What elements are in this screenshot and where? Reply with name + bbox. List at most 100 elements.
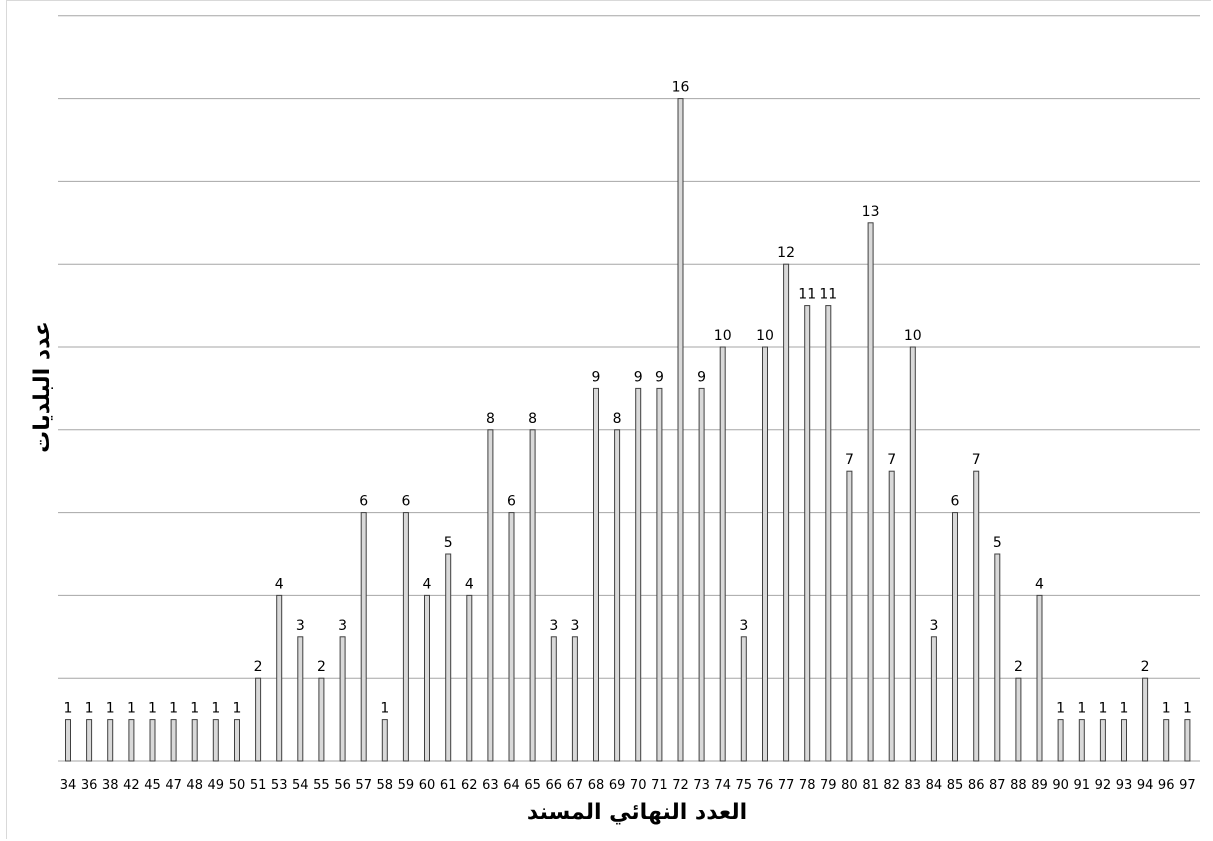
bar-89	[1036, 594, 1043, 762]
data-label-97: 1	[1183, 701, 1192, 717]
data-label-73: 9	[697, 369, 706, 385]
data-label-76: 10	[756, 328, 774, 344]
data-label-62: 4	[465, 576, 474, 592]
data-label-82: 7	[887, 452, 896, 468]
x-tick-81: 81	[862, 778, 879, 793]
bar-34	[65, 719, 71, 762]
bar-92	[1099, 719, 1106, 762]
data-label-96: 1	[1162, 701, 1171, 717]
data-label-75: 3	[739, 618, 748, 634]
data-label-38: 1	[106, 701, 115, 717]
bar-58	[381, 719, 388, 762]
data-label-58: 1	[380, 701, 389, 717]
data-label-60: 4	[423, 576, 432, 592]
x-tick-72: 72	[672, 778, 689, 793]
data-label-81: 13	[862, 204, 880, 220]
data-label-91: 1	[1077, 701, 1086, 717]
x-tick-94: 94	[1137, 778, 1154, 793]
x-tick-labels: 34 36 38 42 45 47 48 49 50 51 53 54 55 56 57 58 59 60 61 62…	[60, 778, 1196, 793]
bar-67	[571, 636, 578, 762]
x-tick-67: 67	[567, 778, 584, 793]
data-label-67: 3	[570, 618, 579, 634]
bar-75	[740, 636, 747, 762]
data-label-34: 1	[64, 701, 73, 717]
bar-76	[762, 346, 768, 762]
data-label-80: 7	[845, 452, 854, 468]
bar-68	[593, 387, 599, 762]
x-tick-36: 36	[81, 778, 98, 793]
bar-49	[212, 719, 219, 762]
x-axis-title: العدد النهائي المسند	[527, 800, 747, 825]
bar-53	[276, 594, 283, 762]
data-label-78: 11	[798, 287, 816, 303]
bar-69	[614, 429, 621, 762]
x-tick-63: 63	[482, 778, 499, 793]
data-label-77: 12	[777, 245, 795, 261]
data-label-45: 1	[148, 701, 157, 717]
data-label-92: 1	[1098, 701, 1107, 717]
data-label-57: 6	[359, 494, 368, 510]
x-tick-73: 73	[693, 778, 710, 793]
bar-57	[360, 512, 367, 762]
bar-59	[402, 512, 409, 762]
x-tick-59: 59	[398, 778, 415, 793]
x-tick-54: 54	[292, 778, 309, 793]
bar-93	[1121, 719, 1127, 762]
bar-38	[107, 719, 114, 762]
data-label-87: 5	[993, 535, 1002, 551]
bar-82	[888, 470, 895, 762]
x-tick-78: 78	[799, 778, 816, 793]
data-label-71: 9	[655, 369, 664, 385]
x-tick-56: 56	[334, 778, 351, 793]
x-tick-45: 45	[144, 778, 161, 793]
x-tick-58: 58	[377, 778, 394, 793]
x-tick-64: 64	[503, 778, 520, 793]
data-label-79: 11	[819, 287, 837, 303]
bar-73	[698, 387, 705, 762]
data-label-49: 1	[211, 701, 220, 717]
bar-71	[656, 387, 663, 762]
bar-62	[466, 594, 473, 762]
bar-61	[445, 553, 452, 762]
data-label-36: 1	[85, 701, 94, 717]
data-label-54: 3	[296, 618, 305, 634]
x-tick-80: 80	[841, 778, 858, 793]
data-label-74: 10	[714, 328, 732, 344]
bar-83	[909, 346, 916, 762]
x-tick-97: 97	[1179, 778, 1196, 793]
data-label-83: 10	[904, 328, 922, 344]
bar-80	[846, 470, 853, 762]
bar-78	[804, 305, 811, 762]
x-tick-49: 49	[208, 778, 225, 793]
data-label-66: 3	[549, 618, 558, 634]
bar-66	[550, 636, 557, 762]
x-tick-92: 92	[1095, 778, 1112, 793]
bar-90	[1057, 719, 1064, 762]
bar-91	[1078, 719, 1085, 762]
bar-36	[86, 719, 93, 762]
x-tick-65: 65	[524, 778, 541, 793]
bar-56	[339, 636, 346, 762]
x-tick-83: 83	[905, 778, 922, 793]
x-tick-50: 50	[229, 778, 246, 793]
bar-55	[318, 677, 325, 762]
x-tick-61: 61	[440, 778, 457, 793]
x-tick-74: 74	[714, 778, 731, 793]
data-label-61: 5	[444, 535, 453, 551]
x-tick-69: 69	[609, 778, 626, 793]
data-label-50: 1	[233, 701, 242, 717]
data-label-94: 2	[1141, 659, 1150, 675]
x-tick-93: 93	[1116, 778, 1133, 793]
x-tick-90: 90	[1052, 778, 1069, 793]
bar-86	[973, 470, 980, 762]
data-label-42: 1	[127, 701, 136, 717]
x-tick-89: 89	[1031, 778, 1048, 793]
data-label-65: 8	[528, 411, 537, 427]
x-tick-66: 66	[546, 778, 563, 793]
gridlines	[58, 15, 1200, 762]
bar-72	[677, 98, 684, 762]
data-label-93: 1	[1120, 701, 1129, 717]
bar-42	[128, 719, 135, 762]
x-tick-70: 70	[630, 778, 647, 793]
